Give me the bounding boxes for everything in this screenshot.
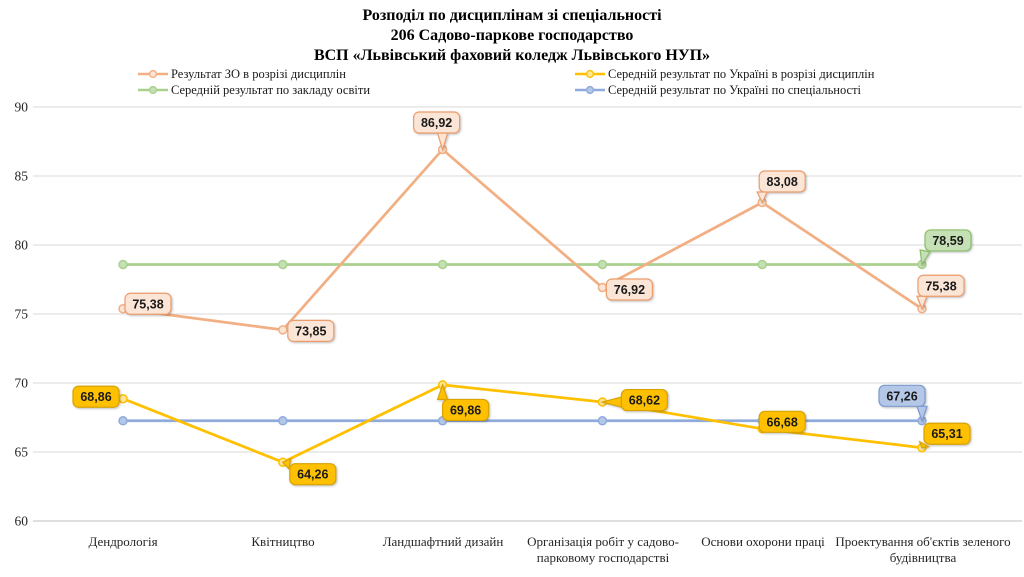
callout-box bbox=[758, 170, 806, 193]
callout-tail bbox=[918, 440, 931, 449]
y-tick-label: 90 bbox=[15, 100, 29, 115]
data-point bbox=[597, 416, 608, 426]
callout-box bbox=[620, 388, 669, 412]
data-label-value: 76,92 bbox=[614, 283, 645, 297]
legend-marker-ukraine-disciplines bbox=[575, 69, 605, 79]
x-axis-label-floriculture: Квітництво bbox=[251, 534, 315, 549]
callout-box bbox=[923, 422, 971, 445]
callout-box bbox=[287, 319, 335, 342]
data-label-callout: 75,38 bbox=[124, 292, 172, 315]
data-label-callout: 65,31 bbox=[918, 422, 971, 449]
data-label-value: 69,86 bbox=[450, 403, 481, 417]
data-label-value: 83,08 bbox=[767, 175, 798, 189]
legend-label-ukraine-specialty: Середній результат по Україні по спеціал… bbox=[608, 82, 862, 97]
callout-box bbox=[605, 278, 654, 301]
data-label-value: 75,38 bbox=[132, 297, 163, 311]
data-label-value: 67,26 bbox=[886, 389, 917, 403]
data-point bbox=[118, 259, 128, 270]
data-label-callout: 86,92 bbox=[413, 111, 461, 152]
data-point bbox=[597, 282, 608, 293]
legend-item-ukraine-specialty: Середній результат по Україні по спеціал… bbox=[575, 83, 861, 97]
legend-marker-school-average bbox=[138, 85, 168, 95]
y-tick-label: 75 bbox=[15, 307, 29, 322]
x-axis-label-labor-safety: Основи охорони праці bbox=[701, 534, 825, 549]
callout-tail bbox=[919, 249, 931, 267]
x-axis-label-landscape: Ландшафтний дизайн bbox=[382, 534, 504, 549]
callout-box bbox=[124, 292, 172, 315]
legend-label-school-average: Середній результат по закладу освіти bbox=[171, 82, 371, 97]
data-label-callout: 68,62 bbox=[600, 388, 669, 412]
data-label-callout: 76,92 bbox=[605, 278, 654, 301]
callout-tail bbox=[436, 383, 449, 401]
data-point bbox=[118, 416, 128, 426]
data-label-callout: 66,68 bbox=[758, 410, 806, 433]
callout-box bbox=[442, 398, 490, 422]
legend-item-zo-result: Результат ЗО в розрізі дисциплін bbox=[138, 67, 346, 81]
callout-box bbox=[289, 463, 337, 486]
data-label-value: 78,59 bbox=[932, 234, 963, 248]
data-label-callout: 69,86 bbox=[436, 383, 490, 422]
data-label-value: 86,92 bbox=[421, 116, 452, 130]
callout-box bbox=[924, 229, 972, 252]
data-point bbox=[118, 393, 128, 404]
data-point bbox=[278, 416, 288, 426]
data-point bbox=[437, 259, 448, 270]
callout-box bbox=[878, 384, 926, 407]
data-label-callout: 68,86 bbox=[72, 385, 120, 408]
data-label-callout: 78,59 bbox=[919, 229, 972, 267]
data-label-value: 68,86 bbox=[80, 390, 111, 404]
callout-box bbox=[413, 111, 461, 134]
y-tick-label: 60 bbox=[15, 514, 29, 529]
data-point bbox=[278, 325, 288, 335]
legend-marker-ukraine-specialty bbox=[575, 85, 605, 95]
data-label-value: 65,31 bbox=[931, 427, 962, 441]
data-label-callout: 64,26 bbox=[281, 457, 337, 486]
legend-label-ukraine-disciplines: Середній результат по Україні в розрізі … bbox=[608, 66, 875, 81]
data-label-value: 64,26 bbox=[297, 468, 328, 482]
callout-box bbox=[72, 385, 120, 408]
data-label-callout: 73,85 bbox=[287, 319, 335, 342]
legend-item-ukraine-disciplines: Середній результат по Україні в розрізі … bbox=[575, 67, 874, 81]
data-label-callout: 75,38 bbox=[916, 274, 965, 311]
callout-box bbox=[758, 410, 806, 433]
callout-tail bbox=[281, 457, 292, 470]
x-axis-label-dendrology: Дендрологія bbox=[88, 534, 158, 549]
data-label-callout: 67,26 bbox=[878, 384, 928, 423]
title-line-2: 206 Садово-паркове господарство bbox=[390, 27, 634, 44]
title-line-3: ВСП «Львівський фаховий коледж Львівсько… bbox=[313, 47, 711, 64]
chart-title: Розподіл по дисциплінам зі спеціальності… bbox=[0, 6, 1024, 66]
legend-marker-zo-result bbox=[138, 69, 168, 79]
y-tick-label: 70 bbox=[15, 376, 29, 391]
data-label-value: 68,62 bbox=[629, 394, 660, 408]
legend-label-zo-result: Результат ЗО в розрізі дисциплін bbox=[171, 66, 346, 81]
data-label-value: 66,68 bbox=[767, 415, 798, 429]
x-axis-label-design: Проектування об'єктів зеленого будівницт… bbox=[835, 534, 1011, 565]
data-label-callout: 83,08 bbox=[756, 170, 806, 204]
data-point bbox=[278, 259, 288, 270]
x-axis-label-organization: Організація робіт у садово-парковому гос… bbox=[527, 534, 679, 565]
data-label-value: 75,38 bbox=[925, 279, 956, 293]
y-tick-label: 85 bbox=[15, 169, 29, 184]
callout-box bbox=[917, 274, 965, 297]
title-line-1: Розподіл по дисциплінам зі спеціальності bbox=[362, 7, 662, 24]
data-label-value: 73,85 bbox=[295, 324, 326, 338]
series-line-0 bbox=[121, 148, 924, 332]
data-point bbox=[597, 259, 608, 270]
data-point bbox=[757, 259, 767, 270]
legend-item-school-average: Середній результат по закладу освіти bbox=[138, 83, 370, 97]
y-tick-label: 80 bbox=[15, 238, 29, 253]
y-tick-label: 65 bbox=[15, 445, 29, 460]
